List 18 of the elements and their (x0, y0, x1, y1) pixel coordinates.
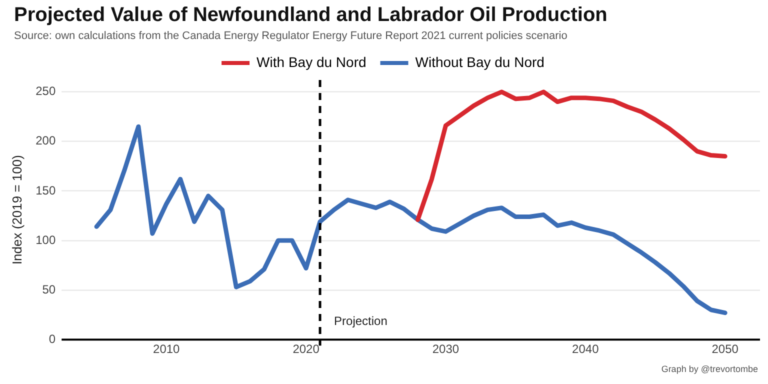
y-tick-label: 50 (42, 282, 56, 296)
ref-line-label: Projection (334, 314, 388, 328)
legend-label: Without Bay du Nord (415, 54, 544, 70)
y-tick-label: 200 (36, 134, 56, 148)
y-tick-label: 250 (36, 84, 56, 98)
x-tick-label: 2030 (432, 342, 460, 356)
text: Graph by @trevortombe (661, 364, 758, 374)
y-tick-label: 100 (36, 232, 56, 247)
y-tick-label: 0 (48, 332, 56, 346)
chart-subtitle: Source: own calculations from the Canada Energy Regulator Energy Future Report 2021 current policies scenario (14, 30, 568, 42)
x-tick-label: 2020 (292, 342, 320, 356)
legend-label: With Bay du Nord (256, 54, 366, 70)
x-tick-label: 2050 (712, 342, 739, 356)
y-axis-title: Index (2019 = 100) (9, 155, 24, 265)
x-tick-label: 2040 (572, 342, 600, 356)
x-tick-label: 2010 (153, 342, 180, 356)
y-tick-label: 150 (36, 183, 56, 198)
chart-title: Projected Value of Newfoundland and Labrador Oil Production (14, 4, 608, 27)
